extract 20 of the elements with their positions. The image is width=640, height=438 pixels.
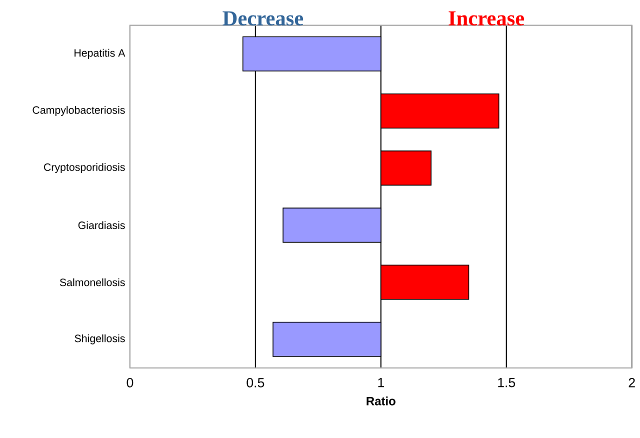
y-tick-label: Salmonellosis xyxy=(60,278,125,286)
x-axis-title: Ratio xyxy=(366,396,396,406)
x-tick-label: 2 xyxy=(628,378,635,388)
y-tick-label: Shigellosis xyxy=(74,334,125,344)
bar xyxy=(380,264,470,300)
bar xyxy=(380,150,432,186)
y-tick-label: Campylobacteriosis xyxy=(32,106,125,116)
x-tick-label: 0 xyxy=(126,378,134,388)
y-tick-label: Cryptosporidiosis xyxy=(44,163,125,174)
annotation: Decrease xyxy=(222,11,304,26)
bar xyxy=(380,93,500,129)
x-tick-label: 1.5 xyxy=(498,378,516,388)
y-tick-label: Giardiasis xyxy=(78,221,125,230)
bar xyxy=(282,208,382,243)
x-tick-label: 0.5 xyxy=(246,378,264,388)
bar xyxy=(272,322,382,357)
x-tick-label: 1 xyxy=(378,378,384,388)
annotation: Increase xyxy=(448,11,524,26)
y-tick-label: Hepatitis A xyxy=(74,48,126,59)
bar xyxy=(242,36,382,72)
